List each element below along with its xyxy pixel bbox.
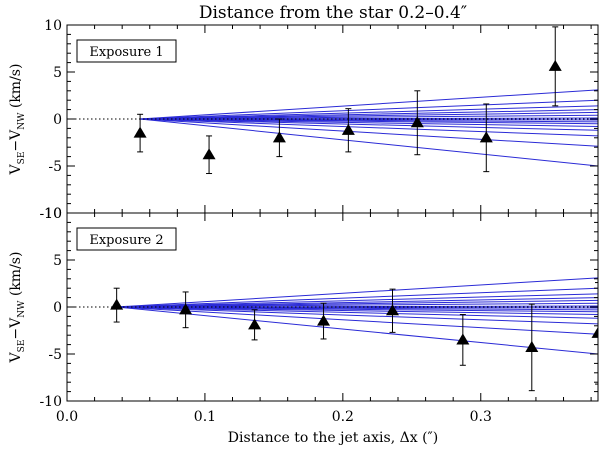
model-lines (140, 89, 598, 167)
data-point (179, 303, 193, 315)
model-line (116, 277, 598, 308)
data-point (525, 340, 539, 352)
y-tick-label: 0 (53, 300, 62, 316)
data-point (410, 116, 424, 128)
data-point (272, 131, 286, 143)
data-point (110, 298, 124, 310)
panel-exposure-1: -10 -5 0 5 10 Exposure 1 VSE−VNW (km/s) (8, 18, 599, 222)
data-point (548, 59, 562, 71)
x-tick-label: 0.1 (194, 409, 216, 425)
model-lines (116, 277, 598, 355)
panel-label: Exposure 2 (89, 233, 163, 248)
model-line (140, 118, 598, 147)
model-line (116, 306, 598, 335)
data-point (133, 126, 147, 138)
y-tick-label: -10 (39, 206, 62, 222)
x-axis-label: Distance to the jet axis, Δx (″) (228, 430, 438, 446)
y-tick-label: -5 (48, 159, 62, 175)
model-line (140, 118, 598, 131)
model-line (116, 306, 598, 325)
model-line (116, 306, 598, 355)
chart-title: Distance from the star 0.2–0.4″ (199, 3, 467, 23)
data-point (591, 326, 598, 338)
model-line (116, 306, 598, 319)
data-point (341, 123, 355, 135)
data-point (479, 131, 493, 143)
y-axis-label: VSE−VNW (km/s) (8, 64, 27, 176)
panel-label-box (76, 227, 177, 251)
data-point (317, 314, 331, 326)
x-tick-label: 0.3 (470, 409, 492, 425)
y-tick-label: -5 (48, 347, 62, 363)
panel-label: Exposure 1 (89, 45, 163, 60)
model-line (140, 118, 598, 167)
model-line (140, 89, 598, 120)
model-line (116, 297, 598, 308)
y-tick-label: -10 (39, 394, 62, 410)
data-point (202, 148, 216, 160)
data-point (385, 304, 399, 316)
y-tick-label: 0 (53, 112, 62, 128)
panel-label-box (76, 39, 177, 63)
data-points (133, 26, 562, 175)
model-line (116, 287, 598, 308)
x-tick-label: 0.2 (332, 409, 354, 425)
y-tick-label: 10 (44, 18, 62, 34)
data-point (456, 333, 470, 345)
y-axis-label: VSE−VNW (km/s) (8, 252, 27, 364)
model-line (140, 109, 598, 120)
model-line (140, 99, 598, 120)
y-tick-label: 5 (53, 253, 62, 269)
panel-exposure-2: -10 -5 0 5 10 0.0 0.1 0.2 0.3 Exposure 2 VSE−VNW (… (8, 206, 599, 425)
data-points (110, 282, 598, 392)
model-line (140, 118, 598, 137)
y-tick-label: 10 (44, 206, 62, 222)
y-tick-label: 5 (53, 65, 62, 81)
x-tick-label: 0.0 (56, 409, 78, 425)
data-point (248, 318, 262, 330)
model-line (140, 105, 598, 120)
model-line (116, 293, 598, 308)
